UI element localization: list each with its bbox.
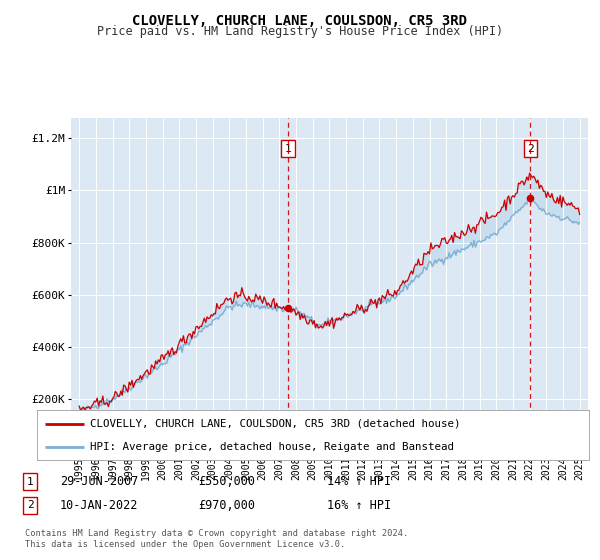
- Point: [526, 194, 535, 203]
- Text: 14% ↑ HPI: 14% ↑ HPI: [327, 475, 391, 488]
- Text: HPI: Average price, detached house, Reigate and Banstead: HPI: Average price, detached house, Reig…: [89, 442, 454, 452]
- Text: Price paid vs. HM Land Registry's House Price Index (HPI): Price paid vs. HM Land Registry's House …: [97, 25, 503, 38]
- Text: £970,000: £970,000: [198, 498, 255, 512]
- Text: 29-JUN-2007: 29-JUN-2007: [60, 475, 139, 488]
- Text: 2: 2: [527, 144, 534, 154]
- Text: £550,000: £550,000: [198, 475, 255, 488]
- Point: [283, 303, 292, 312]
- Text: This data is licensed under the Open Government Licence v3.0.: This data is licensed under the Open Gov…: [25, 540, 346, 549]
- Text: 16% ↑ HPI: 16% ↑ HPI: [327, 498, 391, 512]
- Text: 1: 1: [284, 144, 291, 154]
- Text: CLOVELLY, CHURCH LANE, COULSDON, CR5 3RD (detached house): CLOVELLY, CHURCH LANE, COULSDON, CR5 3RD…: [89, 418, 460, 428]
- Text: 2: 2: [26, 500, 34, 510]
- Text: CLOVELLY, CHURCH LANE, COULSDON, CR5 3RD: CLOVELLY, CHURCH LANE, COULSDON, CR5 3RD: [133, 14, 467, 28]
- Text: 1: 1: [26, 477, 34, 487]
- Text: 10-JAN-2022: 10-JAN-2022: [60, 498, 139, 512]
- Text: Contains HM Land Registry data © Crown copyright and database right 2024.: Contains HM Land Registry data © Crown c…: [25, 529, 409, 538]
